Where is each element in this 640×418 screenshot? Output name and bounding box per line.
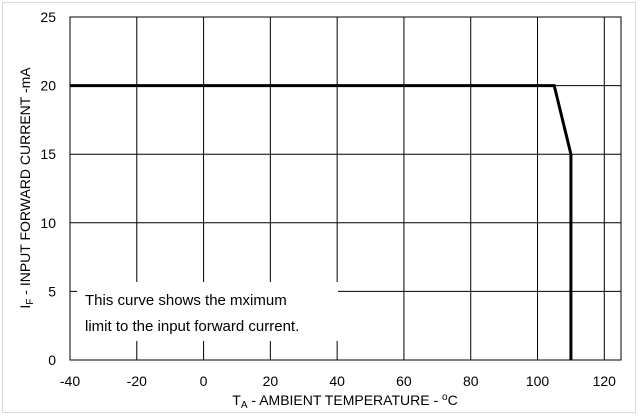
x-tick-label: 120 [593,373,617,389]
chart-frame [2,2,636,413]
x-tick-label: 100 [526,373,550,389]
annotation-line-1: This curve shows the mximum [85,292,287,309]
y-axis-label: IF - INPUT FORWARD CURRENT -mA [17,67,36,309]
x-tick-label: 60 [396,373,412,389]
x-tick-label: -20 [127,373,147,389]
series-group [70,84,573,360]
max-current-curve [70,84,573,360]
annotation-box [77,282,338,341]
plot-axes [69,16,622,361]
annotation-line-2: limit to the input forward current. [85,318,299,335]
x-tick-label: 40 [329,373,345,389]
y-tick-label: 25 [40,9,56,25]
y-tick-label: 10 [40,215,56,231]
x-axis-label: TA - AMBIENT TEMPERATURE - oC [232,392,457,411]
plot-border [69,16,622,361]
y-tick-label: 15 [40,146,56,162]
y-tick-label: 0 [48,352,56,368]
tick-labels: -40 -20 0 20 40 60 80 100 120 0 5 10 15 20 25 [40,9,616,389]
y-tick-label: 5 [48,283,56,299]
y-tick-label: 20 [40,78,56,94]
x-tick-label: 80 [463,373,479,389]
x-tick-label: 0 [200,373,208,389]
x-tick-label: -40 [60,373,80,389]
x-tick-label: 20 [263,373,279,389]
